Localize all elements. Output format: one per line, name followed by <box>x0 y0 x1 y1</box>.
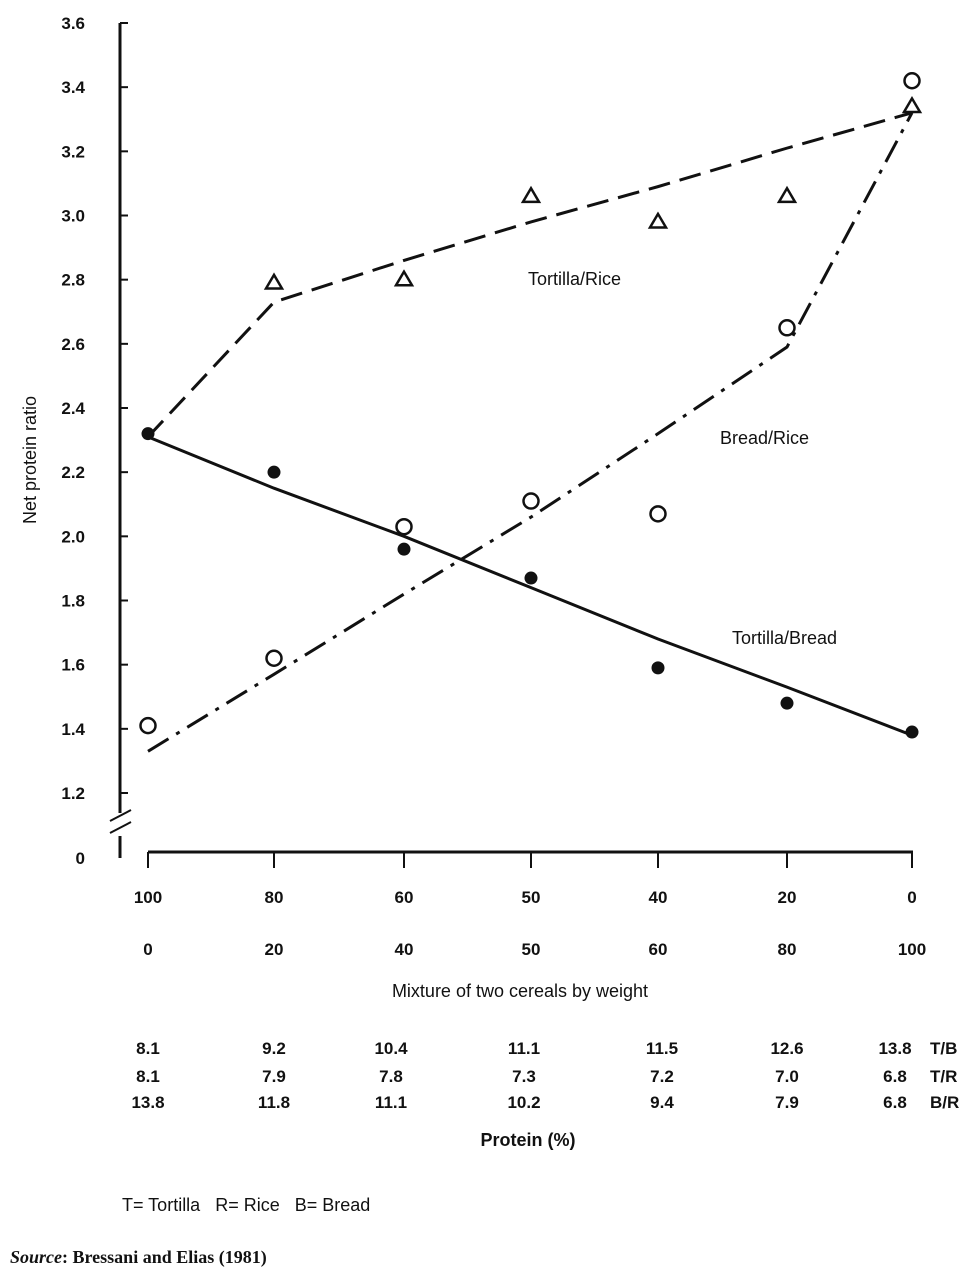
y-axis-label: Net protein ratio <box>20 396 40 524</box>
point-tortilla-bread <box>780 696 794 710</box>
y-tick-label: 1.6 <box>61 656 85 675</box>
protein-value: 13.8 <box>878 1039 911 1058</box>
series-label-tortilla-bread: Tortilla/Bread <box>732 628 837 648</box>
fit-lines <box>146 111 914 753</box>
point-tortilla-bread <box>651 661 665 675</box>
axes <box>109 22 913 868</box>
protein-value: 11.5 <box>646 1039 678 1058</box>
x-tick-label-bottom: 20 <box>265 940 284 959</box>
y-tick-label: 0 <box>76 849 85 868</box>
protein-value: 7.2 <box>650 1067 674 1086</box>
y-tick-label: 1.2 <box>61 784 85 803</box>
protein-row-label: T/R <box>930 1067 957 1086</box>
point-tortilla-rice <box>647 211 669 229</box>
point-tortilla-bread <box>141 427 155 441</box>
fit-line-bread-rice <box>147 112 914 753</box>
protein-value: 7.9 <box>775 1093 799 1112</box>
y-tick-label: 2.6 <box>61 335 85 354</box>
point-tortilla-rice <box>520 185 542 204</box>
protein-table: 8.1 9.2 10.4 11.1 11.5 12.6 13.8 T/B 8.1 7.9 7.8 7.… <box>131 1039 959 1112</box>
point-tortilla-bread <box>397 542 411 556</box>
x-tick-label-top: 60 <box>395 888 414 907</box>
x-tick-label-bottom: 40 <box>395 940 414 959</box>
protein-value: 9.2 <box>262 1039 286 1058</box>
protein-value: 6.8 <box>883 1067 907 1086</box>
protein-value: 10.4 <box>374 1039 408 1058</box>
protein-value: 11.1 <box>508 1039 540 1058</box>
x-tick-label-bottom: 0 <box>143 940 152 959</box>
protein-value: 13.8 <box>131 1093 164 1112</box>
point-tortilla-rice <box>263 272 285 290</box>
protein-value: 10.2 <box>507 1093 540 1112</box>
x-tick-label-top: 50 <box>522 888 541 907</box>
axis-break-mark <box>109 809 132 822</box>
series-label-tortilla-rice: Tortilla/Rice <box>528 269 621 289</box>
y-tick-label: 2.4 <box>61 399 85 418</box>
fit-line-tortilla-rice <box>146 111 913 438</box>
y-tick-label: 2.8 <box>61 271 85 290</box>
y-tick-label: 3.4 <box>61 78 85 97</box>
point-bread-rice <box>522 492 540 510</box>
legend-note: T= Tortilla R= Rice B= Bread <box>122 1195 370 1215</box>
y-tick-label: 2.2 <box>61 463 85 482</box>
protein-value: 7.0 <box>775 1067 799 1086</box>
protein-value: 12.6 <box>770 1039 803 1058</box>
point-tortilla-rice <box>393 269 415 287</box>
point-tortilla-bread <box>524 571 538 585</box>
protein-value: 7.9 <box>262 1067 286 1086</box>
point-bread-rice <box>395 517 413 536</box>
point-bread-rice <box>139 716 157 735</box>
x-tick-label-top: 20 <box>778 888 797 907</box>
axis-break-mark <box>109 821 132 834</box>
source-note: Source: Bressani and Elias (1981) <box>10 1247 267 1268</box>
x-tick-label-bottom: 80 <box>778 940 797 959</box>
y-tick-label: 1.4 <box>61 720 85 739</box>
x-tick-label-bottom: 50 <box>522 940 541 959</box>
source-label: Source <box>10 1247 63 1267</box>
x-tick-label-top: 40 <box>649 888 668 907</box>
x-tick-label-top: 0 <box>907 888 916 907</box>
x-tick-label-bottom: 60 <box>649 940 668 959</box>
point-tortilla-rice <box>901 95 923 114</box>
protein-value: 7.8 <box>379 1067 403 1086</box>
point-bread-rice <box>778 319 796 337</box>
protein-value: 7.3 <box>512 1067 536 1086</box>
protein-row-label: T/B <box>930 1039 957 1058</box>
point-bread-rice <box>903 72 921 90</box>
point-bread-rice <box>265 649 283 667</box>
point-bread-rice <box>649 505 667 523</box>
protein-row-label: B/R <box>930 1093 959 1112</box>
y-tick-label: 3.2 <box>61 142 85 161</box>
protein-value: 9.4 <box>650 1093 674 1112</box>
point-tortilla-rice <box>776 185 798 204</box>
point-tortilla-bread <box>267 465 281 479</box>
x-tick-labels: 100 0 80 20 60 40 50 50 40 60 20 80 0 100 <box>134 888 926 959</box>
protein-value: 8.1 <box>136 1067 160 1086</box>
y-tick-label: 2.0 <box>61 527 85 546</box>
protein-value: 11.1 <box>375 1093 407 1112</box>
x-tick-label-top: 80 <box>265 888 284 907</box>
protein-title: Protein (%) <box>480 1130 575 1150</box>
x-tick-label-bottom: 100 <box>898 940 926 959</box>
point-tortilla-bread <box>905 725 919 739</box>
fit-line-tortilla-bread <box>147 435 913 737</box>
protein-value: 11.8 <box>258 1093 290 1112</box>
y-tick-label: 3.6 <box>61 14 85 33</box>
protein-value: 6.8 <box>883 1093 907 1112</box>
y-tick-labels: 3.6 3.4 3.2 3.0 2.8 2.6 2.4 2.2 2.0 1.8 1.6 1.4 1.2 0 <box>61 14 85 868</box>
y-tick-label: 3.0 <box>61 207 85 226</box>
protein-value: 8.1 <box>136 1039 160 1058</box>
y-tick-label: 1.8 <box>61 592 85 611</box>
series-label-bread-rice: Bread/Rice <box>720 428 809 448</box>
x-axis-label: Mixture of two cereals by weight <box>392 981 648 1001</box>
source-text: : Bressani and Elias (1981) <box>62 1247 267 1267</box>
data-markers <box>139 72 923 739</box>
x-tick-label-top: 100 <box>134 888 162 907</box>
